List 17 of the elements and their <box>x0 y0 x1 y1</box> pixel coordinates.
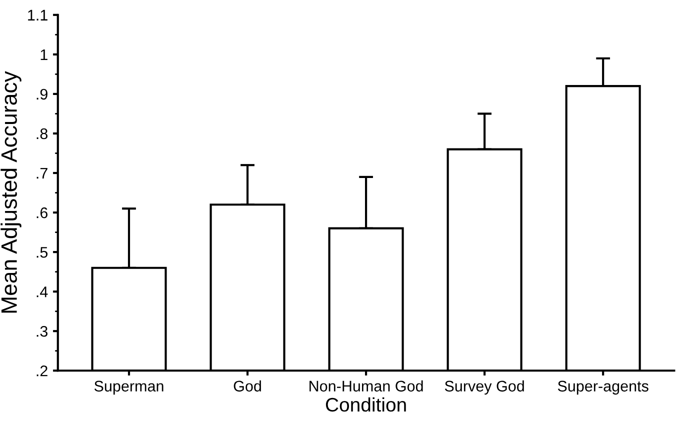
x-tick-label: Non-Human God <box>310 380 423 392</box>
y-tick-label: 1.1 <box>28 10 48 20</box>
y-axis-title: Mean Adjusted Accuracy <box>0 71 22 313</box>
y-tick-label: .7 <box>36 168 48 179</box>
x-tick-label: Super-agents <box>558 380 648 395</box>
y-tick-label: .3 <box>36 326 48 337</box>
y-tick-label: .8 <box>36 128 48 140</box>
y-tick-label: .6 <box>36 207 48 218</box>
y-tick-label: .9 <box>36 88 48 100</box>
x-tick-label: God <box>234 380 261 392</box>
y-tick-label: .2 <box>36 365 48 376</box>
x-tick-label: Superman <box>94 380 164 395</box>
y-tick-label: 1 <box>40 49 48 60</box>
x-tick-label: Survey God <box>444 380 524 395</box>
x-axis-title: Condition <box>326 397 406 412</box>
y-tick-label: .4 <box>36 286 48 298</box>
y-tick-label: .5 <box>36 247 48 258</box>
